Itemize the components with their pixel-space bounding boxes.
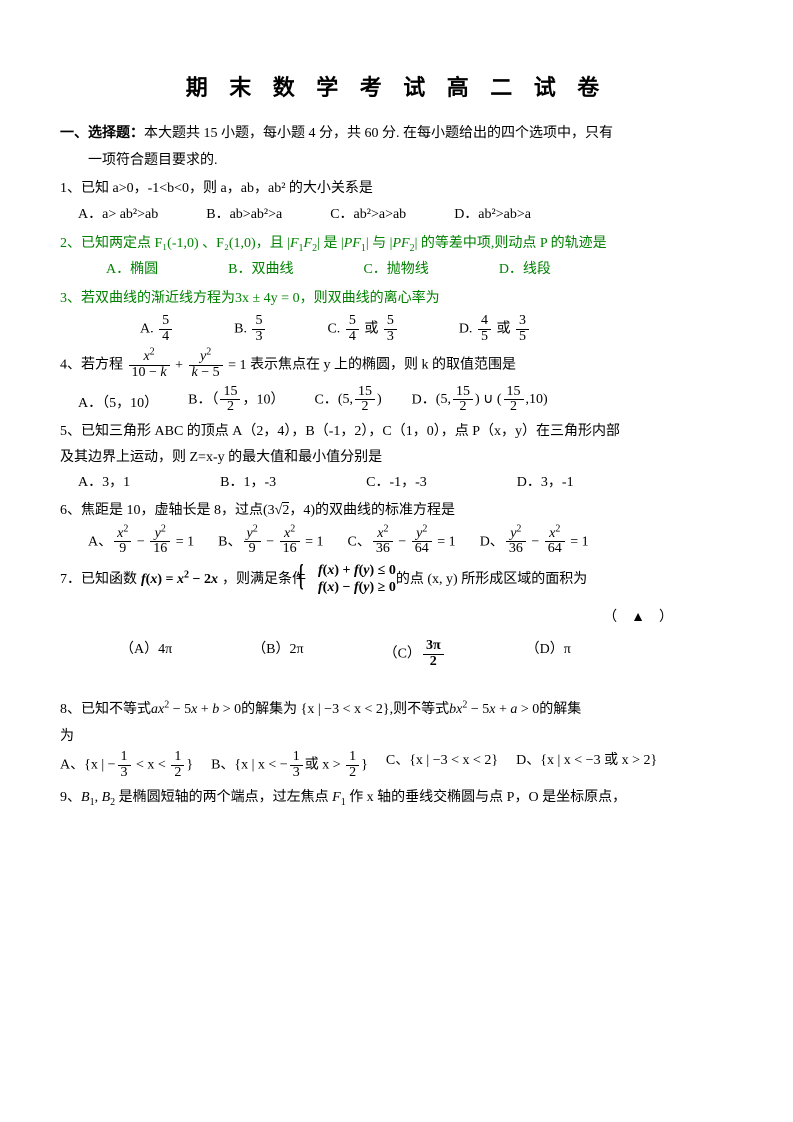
q2-opt-a: A．椭圆 [106, 259, 158, 281]
q8-options: A、{x | −13 < x < 12} B、{x | x < −13或 x >… [60, 750, 733, 780]
q7-brace: f(x) + f(y) ≤ 0 f(x) − f(y) ≥ 0 [306, 563, 396, 597]
q8-stem: 8、已知不等式ax2 − 5x + b > 0的解集为 {x | −3 < x … [60, 699, 733, 721]
q4-opt-b: B．（152，10） [188, 385, 284, 415]
q6-opt-c: C、x236 − y264 = 1 [348, 527, 456, 557]
q3-opt-b: B. 53 [234, 314, 267, 344]
q8-set1: {x | −3 < x < 2} [301, 702, 390, 717]
q7-opt-c: （C）3π2 [384, 639, 446, 669]
q7-opt-d: （D）π [526, 639, 571, 669]
q5-opt-b: B．1，-3 [220, 472, 276, 494]
q3-eq: 3x ± 4y = 0 [235, 291, 300, 306]
q6-stem: 6、焦距是 10，虚轴长是 8，过点(3√2，4)的双曲线的标准方程是 [60, 500, 733, 522]
q6-sqrt: √2 [275, 502, 290, 518]
q2-opt-b: B．双曲线 [228, 259, 293, 281]
q7-opt-b: （B）2π [252, 639, 303, 669]
q3-opt-a: A. 54 [140, 314, 174, 344]
q5-options: A．3，1 B．1，-3 C．-1，-3 D．3，-1 [78, 472, 733, 494]
q2-opt-d: D．线段 [499, 259, 551, 281]
q5-line2: 及其边界上运动，则 Z=x-y 的最大值和最小值分别是 [60, 447, 733, 469]
q9-stem: 9、B1, B2 是椭圆短轴的两个端点，过左焦点 F1 作 x 轴的垂线交椭圆与… [60, 787, 733, 809]
q6-opt-d: D、y236 − x264 = 1 [480, 527, 589, 557]
q2-abs1: |F1F2| [287, 236, 320, 251]
q1-opt-a: A．a> ab²>ab [78, 204, 158, 226]
q5-opt-d: D．3，-1 [517, 472, 574, 494]
q8-opt-d: D、{x | x < −3 或 x > 2} [516, 750, 657, 780]
q4-eq: x210 − k + y2k − 5 = 1 [127, 358, 251, 373]
q4-stem-b: 表示焦点在 y 上的椭圆，则 k 的取值范围是 [250, 358, 516, 373]
q6-stem-b: ，4)的双曲线的标准方程是 [289, 503, 455, 518]
q1-opt-c: C．ab²>a>ab [330, 204, 406, 226]
q3-options: A. 54 B. 53 C. 54 或 53 D. 45 或 35 [140, 314, 733, 344]
q4-stem: 4、若方程 x210 − k + y2k − 5 = 1 表示焦点在 y 上的椭… [60, 350, 733, 380]
q4-opt-a: A．（5，10） [78, 393, 158, 415]
q8-e2: bx2 − 5x + a > 0 [449, 702, 539, 717]
q8-opt-b: B、{x | x < −13或 x > 12} [211, 750, 368, 780]
q7-stem-c: 的点 (x, y) 所形成区域的面积为 [396, 569, 587, 591]
q3-stem-a: 3、若双曲线的渐近线方程为 [60, 291, 235, 306]
q2-opt-c: C．抛物线 [363, 259, 428, 281]
q1-options: A．a> ab²>ab B．ab>ab²>a C．ab²>a>ab D．ab²>… [78, 204, 733, 226]
q8-stem-c: ,则不等式 [390, 702, 450, 717]
q2-stem-b: 与 [372, 236, 386, 251]
q1-opt-b: B．ab>ab²>a [206, 204, 282, 226]
q2-mid: 是 [323, 236, 337, 251]
page-title: 期 末 数 学 考 试 高 二 试 卷 [60, 70, 733, 105]
section-desc-1: 本大题共 15 小题，每小题 4 分，共 60 分. 在每小题给出的四个选项中，… [144, 126, 613, 141]
q8-opt-c: C、{x | −3 < x < 2} [386, 750, 498, 780]
q7-opt-a: （A）4π [120, 639, 172, 669]
q7-options: （A）4π （B）2π （C）3π2 （D）π [120, 639, 733, 669]
q3-stem: 3、若双曲线的渐近线方程为3x ± 4y = 0，则双曲线的离心率为 [60, 288, 733, 310]
q1-opt-d: D．ab²>ab>a [454, 204, 531, 226]
q2-abs2: |PF1| [341, 236, 369, 251]
q2-stem-a: 2、已知两定点 F₁(-1,0) 、F₂(1,0)，且 [60, 236, 284, 251]
q7-fx: f(x) = x2 − 2x [141, 569, 218, 591]
q6-opt-a: A、x29 − y216 = 1 [88, 527, 194, 557]
q8-stem-d: 的解集 [539, 702, 581, 717]
q7-stem-a: 7．已知函数 [60, 569, 137, 591]
q6-opt-b: B、y29 − x216 = 1 [218, 527, 323, 557]
q8-e1: ax2 − 5x + b > 0 [151, 702, 241, 717]
q6-options: A、x29 − y216 = 1 B、y29 − x216 = 1 C、x236… [88, 527, 733, 557]
q7-stem-b: ，则满足条件 [222, 569, 306, 591]
section-header: 一、选择题：本大题共 15 小题，每小题 4 分，共 60 分. 在每小题给出的… [60, 123, 733, 145]
q2-stem-c: 的等差中项,则动点 P 的轨迹是 [421, 236, 607, 251]
q8-stem-a: 8、已知不等式 [60, 702, 151, 717]
q8-opt-a: A、{x | −13 < x < 12} [60, 750, 193, 780]
section-desc-2: 一项符合题目要求的. [60, 150, 733, 172]
section-label: 一、选择题： [60, 126, 144, 141]
q3-stem-b: ，则双曲线的离心率为 [300, 291, 440, 306]
q7-stem: 7．已知函数 f(x) = x2 − 2x ，则满足条件 f(x) + f(y)… [60, 563, 733, 597]
q5-opt-a: A．3，1 [78, 472, 130, 494]
q2-stem: 2、已知两定点 F₁(-1,0) 、F₂(1,0)，且 |F1F2| 是 |PF… [60, 233, 733, 255]
q3-opt-d: D. 45 或 35 [459, 314, 531, 344]
q1-stem: 1、已知 a>0，-1<b<0，则 a，ab，ab² 的大小关系是 [60, 178, 733, 200]
q9-label: 9、B1, B2 [60, 790, 115, 805]
q4-opt-d: D．(5,152) ∪ (152,10) [412, 385, 548, 415]
q7-blank: （ ▲ ） [60, 607, 733, 629]
q3-opt-c: C. 54 或 53 [327, 314, 398, 344]
q2-options: A．椭圆 B．双曲线 C．抛物线 D．线段 [78, 259, 733, 281]
q8-stem-b: 的解集为 [241, 702, 297, 717]
q5-line1: 5、已知三角形 ABC 的顶点 A（2，4），B（-1，2），C（1，0），点 … [60, 421, 733, 443]
q6-stem-a: 6、焦距是 10，虚轴长是 8，过点(3 [60, 503, 275, 518]
q4-options: A．（5，10） B．（152，10） C．(5,152) D．(5,152) … [78, 385, 733, 415]
q4-opt-c: C．(5,152) [314, 385, 381, 415]
q4-stem-a: 4、若方程 [60, 358, 123, 373]
q5-opt-c: C．-1，-3 [366, 472, 427, 494]
q8-line2: 为 [60, 726, 733, 748]
q2-abs3: |PF2| [390, 236, 418, 251]
